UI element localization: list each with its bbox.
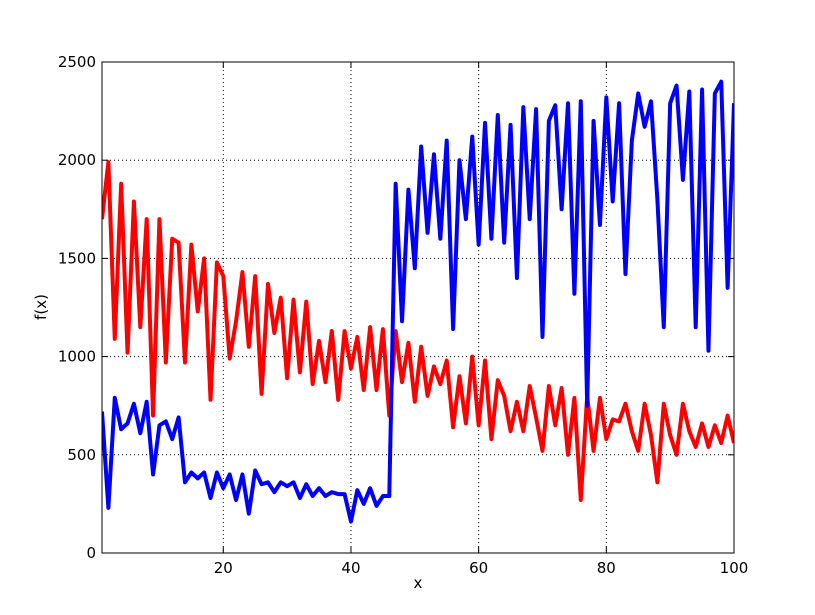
y-tick-label: 2000 [58, 151, 96, 169]
y-axis-label: f(x) [32, 294, 50, 320]
y-tick-label: 1500 [58, 249, 96, 267]
data-line [102, 79, 734, 524]
x-tick-label: 60 [469, 559, 488, 577]
data-line [102, 160, 734, 502]
y-tick-label: 500 [67, 446, 96, 464]
y-tick-label: 2500 [58, 53, 96, 71]
x-axis-label: x [414, 574, 423, 592]
x-tick-label: 20 [214, 559, 233, 577]
x-tick-label: 80 [597, 559, 616, 577]
axes-frame [101, 61, 735, 554]
x-tick-label: 40 [341, 559, 360, 577]
y-tick-label: 1000 [58, 348, 96, 366]
x-tick-label: 100 [720, 559, 749, 577]
y-tick-label: 0 [86, 544, 96, 562]
